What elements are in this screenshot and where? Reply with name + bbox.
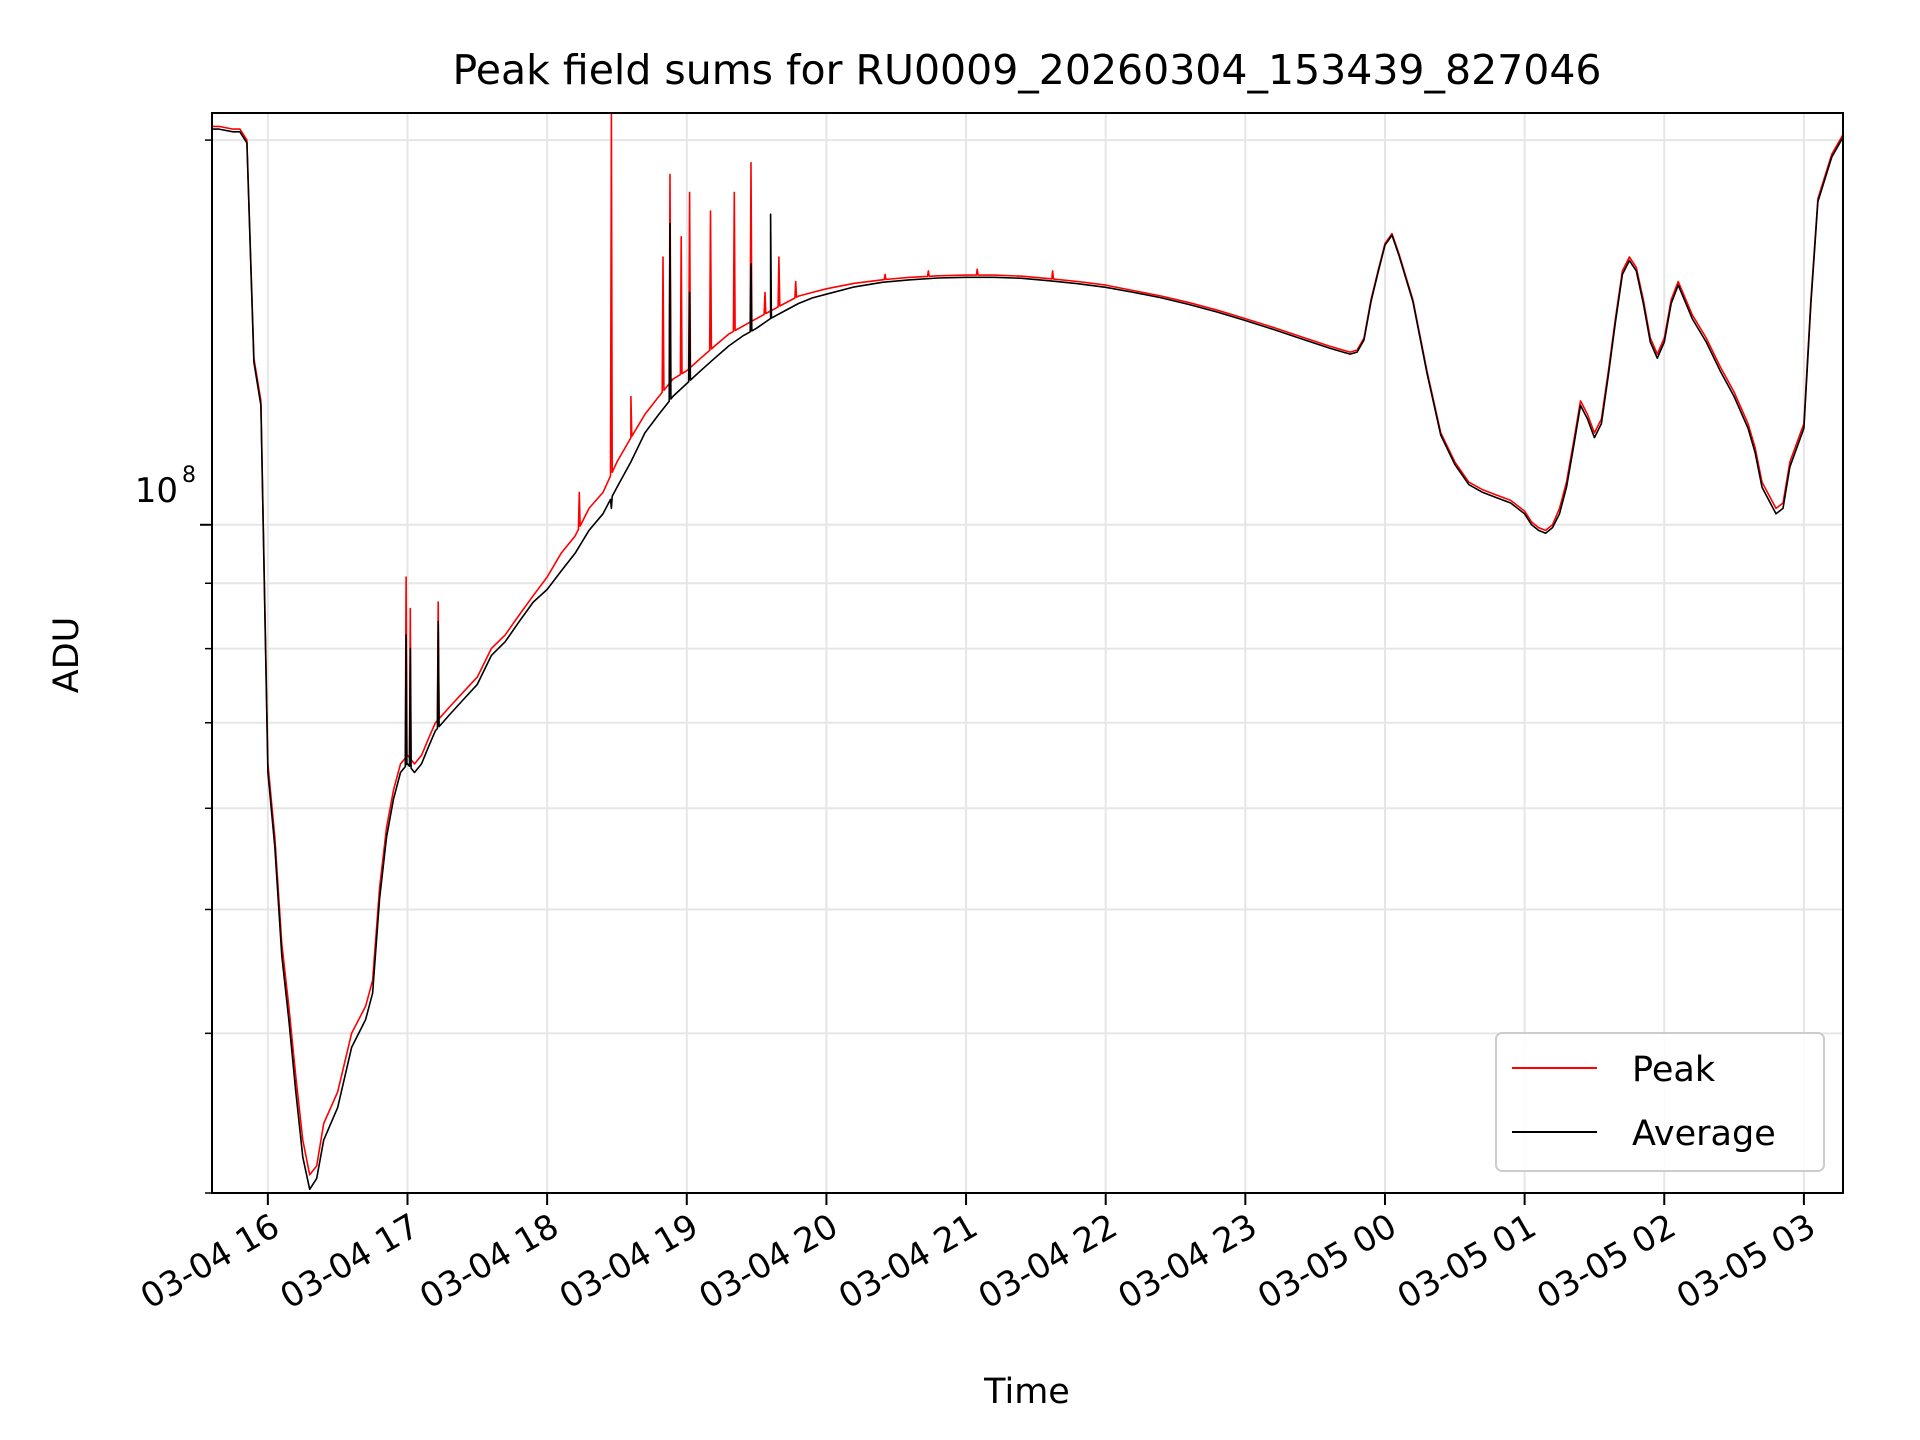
series-lines	[212, 112, 1844, 1191]
plot-area-frame	[211, 112, 1844, 1194]
x-axis-label: Time	[983, 1372, 1070, 1412]
legend-label-average: Average	[1632, 1114, 1776, 1154]
y-axis-label: ADU	[47, 617, 87, 694]
legend-label-peak: Peak	[1632, 1050, 1716, 1090]
series-line-average	[212, 128, 1844, 1191]
legend: Peak Average	[1495, 1032, 1825, 1172]
series-line-peak	[212, 112, 1844, 1176]
y-major-tick-label: 10 8	[135, 463, 196, 511]
y-tick-label-base: 10	[135, 471, 178, 511]
chart-title: Peak field sums for RU0009_20260304_1534…	[452, 46, 1601, 94]
grid	[212, 113, 1843, 1194]
y-tick-label-exponent: 8	[182, 463, 196, 488]
